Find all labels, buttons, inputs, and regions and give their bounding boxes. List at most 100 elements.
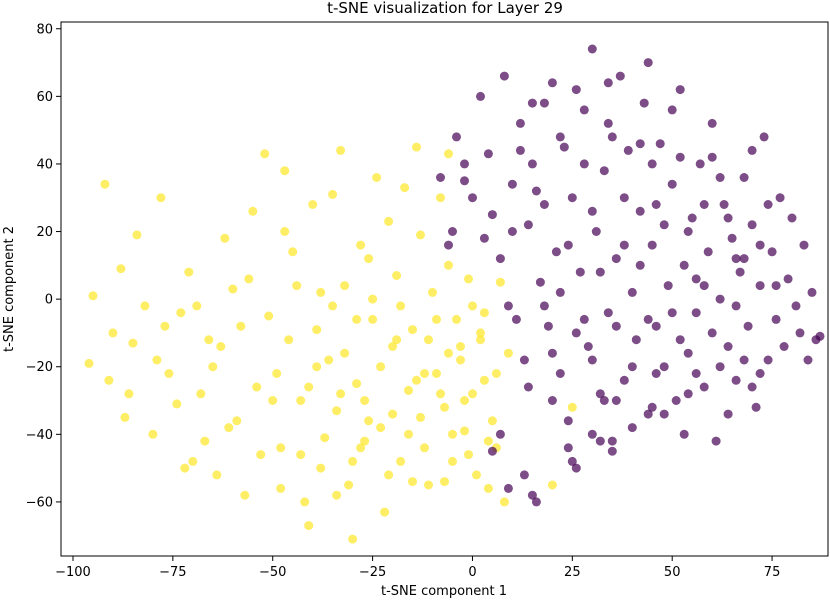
data-point-purple — [723, 342, 733, 351]
data-point-purple — [771, 281, 781, 291]
data-point-purple — [587, 44, 597, 54]
data-point-yellow — [503, 348, 513, 358]
x-tick-label: 75 — [764, 565, 781, 580]
data-point-purple — [707, 152, 717, 162]
data-point-purple — [519, 355, 529, 365]
x-tick-label: −50 — [259, 565, 286, 580]
data-point-purple — [615, 71, 625, 81]
data-point-purple — [563, 416, 573, 426]
data-point-yellow — [256, 450, 266, 460]
data-point-yellow — [248, 206, 258, 216]
data-point-yellow — [392, 271, 402, 280]
data-point-yellow — [116, 264, 126, 274]
data-point-purple — [436, 173, 445, 182]
data-point-yellow — [176, 308, 186, 318]
data-point-purple — [627, 362, 637, 372]
data-point-purple — [655, 139, 665, 149]
data-point-purple — [603, 118, 613, 128]
data-point-purple — [460, 159, 469, 169]
data-point-yellow — [428, 287, 437, 297]
data-point-purple — [651, 321, 661, 331]
y-tick-label: −40 — [26, 428, 53, 443]
data-point-purple — [651, 200, 661, 209]
data-point-purple — [571, 328, 581, 338]
data-point-purple — [683, 389, 693, 399]
data-point-purple — [595, 389, 605, 399]
data-point-purple — [659, 409, 669, 419]
data-point-purple — [507, 227, 517, 236]
data-point-purple — [535, 277, 545, 287]
data-point-yellow — [340, 348, 350, 358]
data-point-purple — [611, 254, 621, 264]
x-tick-label: −25 — [359, 565, 386, 580]
chart-title: t-SNE visualization for Layer 29 — [327, 0, 563, 17]
data-point-yellow — [376, 362, 386, 372]
data-point-purple — [735, 267, 745, 277]
data-point-yellow — [128, 338, 138, 348]
data-point-yellow — [228, 284, 238, 294]
data-point-yellow — [296, 396, 306, 405]
data-point-yellow — [420, 369, 429, 378]
y-tick-label: 60 — [36, 90, 53, 105]
data-point-yellow — [444, 348, 453, 358]
data-point-purple — [715, 173, 725, 182]
data-point-purple — [619, 193, 629, 203]
data-point-yellow — [404, 385, 413, 395]
data-point-yellow — [408, 477, 417, 487]
data-point-yellow — [152, 355, 162, 365]
data-point-yellow — [216, 342, 226, 351]
data-point-yellow — [424, 335, 433, 345]
data-point-purple — [551, 247, 561, 257]
data-point-yellow — [352, 314, 362, 324]
data-point-purple — [531, 186, 541, 196]
data-point-yellow — [460, 396, 469, 405]
data-point-purple — [731, 375, 741, 385]
data-point-yellow — [184, 267, 194, 277]
data-point-yellow — [495, 277, 505, 287]
y-tick-label: 0 — [45, 293, 53, 308]
data-point-yellow — [320, 433, 330, 443]
data-point-yellow — [384, 216, 394, 226]
data-point-yellow — [444, 149, 453, 159]
y-tick-label: 80 — [36, 22, 53, 37]
data-point-purple — [795, 328, 805, 338]
data-point-yellow — [487, 416, 497, 426]
data-point-yellow — [364, 416, 374, 426]
x-tick-label: 0 — [468, 565, 476, 580]
data-point-yellow — [479, 308, 489, 318]
x-tick-label: 25 — [564, 565, 581, 580]
data-point-yellow — [356, 240, 366, 250]
data-point-purple — [503, 483, 513, 493]
data-point-purple — [476, 91, 485, 101]
data-point-purple — [515, 145, 525, 155]
data-point-purple — [691, 274, 701, 284]
data-point-purple — [571, 85, 581, 95]
data-point-yellow — [404, 429, 413, 439]
data-point-purple — [651, 369, 661, 378]
data-point-purple — [555, 287, 565, 297]
data-point-yellow — [336, 389, 346, 399]
data-point-yellow — [220, 233, 230, 243]
data-point-purple — [603, 308, 613, 318]
data-point-yellow — [164, 369, 174, 378]
data-point-purple — [507, 179, 517, 189]
data-point-purple — [571, 463, 581, 473]
data-point-purple — [763, 355, 773, 365]
data-point-yellow — [336, 145, 346, 155]
data-point-yellow — [280, 166, 290, 176]
data-point-purple — [755, 281, 765, 291]
data-point-yellow — [236, 321, 246, 331]
data-point-purple — [503, 301, 513, 311]
data-point-purple — [635, 206, 645, 216]
y-tick-label: 40 — [36, 157, 53, 172]
data-point-purple — [739, 355, 749, 365]
data-point-purple — [619, 375, 629, 385]
data-point-yellow — [108, 328, 118, 338]
data-point-purple — [659, 362, 669, 372]
data-point-purple — [679, 260, 689, 270]
data-point-yellow — [180, 463, 190, 473]
data-point-purple — [699, 281, 709, 291]
data-point-yellow — [491, 369, 501, 378]
data-point-purple — [775, 193, 785, 203]
